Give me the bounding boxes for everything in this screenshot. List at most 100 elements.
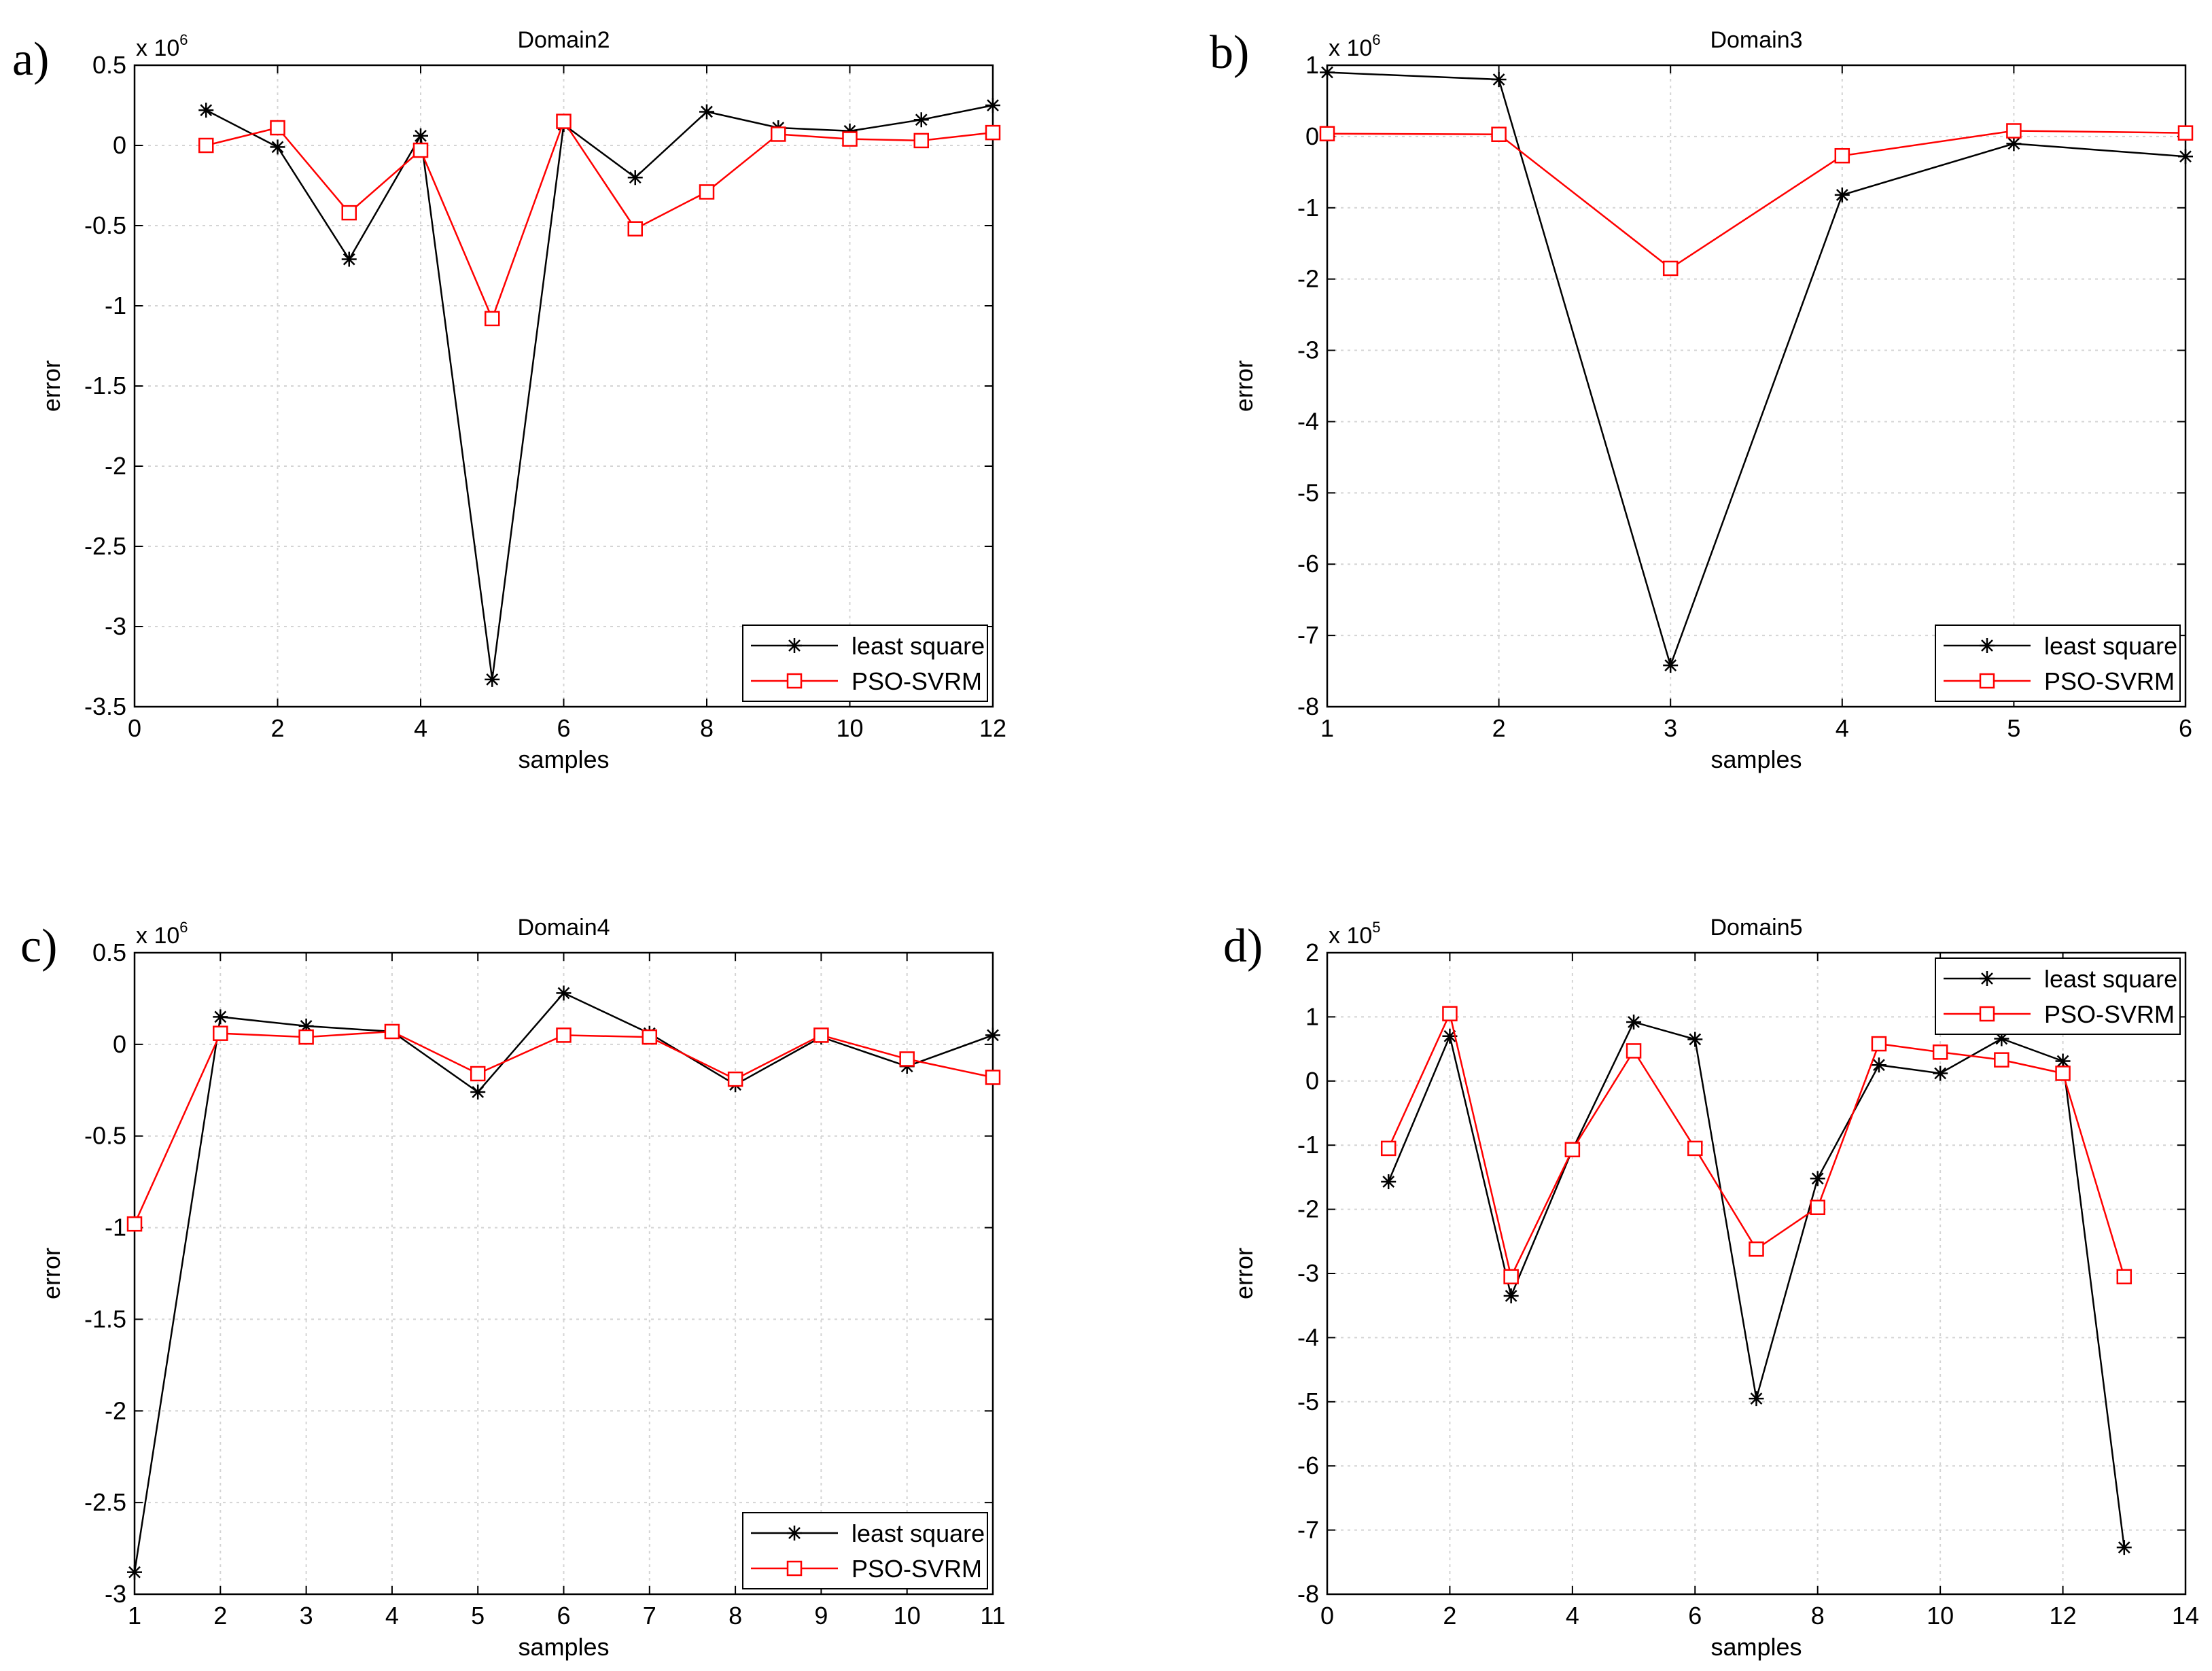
least-square-point (1749, 1391, 1764, 1407)
y-tick-label: -1.5 (84, 372, 126, 400)
chart-title: Domain4 (517, 915, 610, 940)
y-tick-label: -1 (105, 1214, 126, 1242)
least-square-point (1442, 1028, 1458, 1044)
least-square-point (298, 1018, 314, 1034)
least-square-point (1933, 1066, 1948, 1081)
pso-svrm-point (1834, 147, 1850, 164)
x-tick-label: 5 (2007, 714, 2020, 742)
y-tick-label: 0.5 (92, 938, 126, 966)
x-tick-label: 2 (213, 1602, 227, 1630)
y-tick-label: -4 (1297, 1323, 1319, 1351)
y-tick-label: 0.5 (92, 51, 126, 79)
least-square-point (2055, 1053, 2071, 1069)
pso-svrm-point (198, 137, 214, 154)
axis-exponent-power: 6 (179, 919, 188, 936)
least-square-point (1687, 1032, 1703, 1047)
y-tick-label: -3 (105, 1580, 126, 1608)
chart-title: Domain5 (1710, 915, 1802, 940)
least-square-point (213, 1009, 228, 1025)
y-tick-label: -3 (1297, 1259, 1319, 1287)
axis-exponent: x 105 (1329, 919, 1381, 949)
y-tick-label: 2 (1305, 938, 1319, 966)
pso-svrm-point (1319, 126, 1335, 141)
pso-svrm-point (1994, 1052, 2009, 1068)
x-tick-label: 11 (980, 1602, 1005, 1630)
y-tick-label: -2 (1297, 265, 1319, 293)
y-tick-label: 1 (1305, 51, 1319, 79)
y-tick-label: -6 (1297, 550, 1319, 578)
least-square-point (1994, 1031, 2009, 1046)
pso-svrm-point (1932, 1044, 1948, 1060)
x-tick-label: 4 (1566, 1602, 1579, 1630)
legend-label: least square (2044, 632, 2177, 660)
pso-svrm-point (556, 1027, 572, 1043)
pso-svrm-point (1442, 1006, 1458, 1021)
legend-box (1935, 957, 2181, 1035)
legend-label: PSO-SVRM (852, 667, 982, 695)
legend-star-icon (1980, 971, 1995, 986)
y-tick-label: -1 (1297, 1131, 1319, 1159)
series-line-pso-svrm (133, 1030, 994, 1225)
least-square-point (1663, 658, 1679, 673)
y-tick-label: 0 (113, 131, 126, 159)
panel-label: d) (1223, 920, 1263, 972)
y-tick-label: -8 (1297, 692, 1319, 720)
y-tick-label: -1 (1297, 194, 1319, 222)
chart-title: Domain2 (517, 27, 610, 53)
series-line-least-square (1327, 71, 2186, 669)
least-square-point (127, 1564, 142, 1580)
y-tick-label: -3 (1297, 336, 1319, 364)
axis-exponent-power: 6 (179, 31, 188, 48)
legend-label: PSO-SVRM (852, 1555, 982, 1583)
legend-label: least square (852, 1519, 985, 1547)
pso-svrm-point (2006, 123, 2022, 139)
plot-frame (1326, 64, 2187, 708)
y-tick-label: -5 (1297, 1388, 1319, 1415)
pso-svrm-point (384, 1023, 400, 1040)
least-square-point (842, 123, 858, 139)
y-axis-label: error (37, 1248, 65, 1299)
legend-label: PSO-SVRM (2044, 1000, 2175, 1028)
axis-exponent-power: 5 (1372, 919, 1380, 936)
pso-svrm-point (627, 221, 643, 236)
x-tick-label: 4 (385, 1602, 399, 1630)
pso-svrm-point (771, 126, 786, 142)
legend: least square PSO-SVRM (742, 1512, 988, 1589)
least-square-point (2178, 149, 2193, 164)
y-tick-label: -1.5 (84, 1305, 126, 1333)
y-tick-label: 0 (1305, 1067, 1319, 1095)
least-square-point (198, 103, 214, 118)
legend: least square PSO-SVRM (1935, 957, 2181, 1035)
x-tick-label: 7 (643, 1602, 656, 1630)
pso-svrm-point (985, 1070, 1001, 1085)
x-tick-label: 4 (414, 714, 427, 742)
pso-svrm-point (556, 113, 572, 129)
pso-svrm-point (1491, 126, 1507, 142)
series-line-pso-svrm (206, 119, 994, 321)
x-tick-label: 6 (557, 1602, 570, 1630)
least-square-point (2006, 136, 2022, 152)
panel-label: b) (1210, 27, 1249, 79)
x-tick-label: 4 (1836, 714, 1849, 742)
x-tick-label: 2 (1492, 714, 1506, 742)
pso-svrm-point (1662, 260, 1679, 277)
x-tick-label: 8 (728, 1602, 742, 1630)
panel-label: a) (12, 33, 49, 86)
y-tick-label: -5 (1297, 478, 1319, 506)
least-square-point (627, 170, 643, 186)
axis-exponent-power: 6 (1372, 31, 1380, 48)
x-tick-label: 0 (1320, 1602, 1334, 1630)
y-tick-label: -4 (1297, 407, 1319, 435)
series-line-least-square (1388, 1021, 2126, 1548)
least-square-point (270, 139, 285, 155)
axis-exponent: x 106 (136, 919, 188, 949)
series-line-pso-svrm (1327, 130, 2186, 270)
legend: least square PSO-SVRM (742, 625, 988, 702)
least-square-point (913, 112, 929, 128)
y-axis-label: error (1230, 1248, 1258, 1299)
x-axis-label: samples (518, 1633, 609, 1661)
pso-svrm-point (341, 205, 357, 221)
x-tick-label: 1 (1320, 714, 1334, 742)
pso-svrm-point (1749, 1241, 1764, 1257)
pso-svrm-point (213, 1025, 228, 1041)
